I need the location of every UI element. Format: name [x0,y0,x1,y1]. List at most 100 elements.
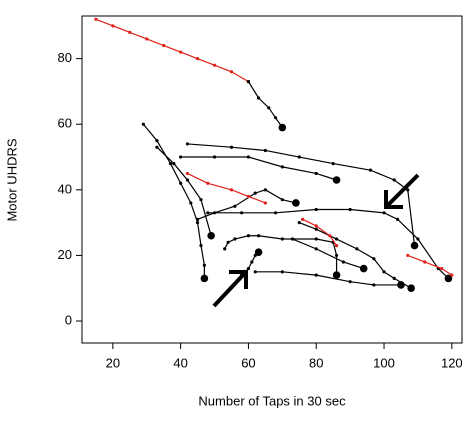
point [111,24,115,28]
trajectory-line [407,254,453,276]
point [341,260,345,264]
point [155,139,159,143]
point [172,161,176,166]
point [246,194,251,198]
trajectory-line [95,18,249,83]
point [314,247,318,251]
point [240,211,244,215]
y-tick-label: 0 [65,312,72,327]
point [278,123,287,132]
y-tick-label: 80 [58,50,72,65]
point [179,50,183,54]
point [185,171,190,176]
point [372,283,376,287]
point [314,237,318,241]
point [207,231,215,240]
point [263,188,267,192]
point [195,221,200,225]
point [359,264,368,273]
point [416,237,420,241]
trajectory-line [207,208,449,279]
point [240,273,244,277]
point [94,17,98,21]
point [145,37,149,41]
trajectory-line [299,222,412,289]
point [233,237,237,241]
point [179,155,183,159]
trajectory-line [247,81,283,128]
arrow [212,270,248,308]
point [314,207,318,212]
point [334,243,339,248]
x-axis-label: Number of Taps in 30 sec [198,393,346,408]
trajectory-line [302,218,338,246]
point [444,274,453,283]
point [280,165,284,169]
point [392,276,396,280]
point [254,248,263,256]
point [355,247,359,251]
point [314,224,318,228]
point [382,211,386,215]
point [212,63,217,67]
point [185,142,190,146]
y-axis-label: Motor UHDRS [4,138,19,221]
point [246,155,251,159]
point [246,79,251,84]
point [250,260,254,264]
y-tick-label: 40 [58,181,72,196]
point [314,227,318,231]
trajectory-line [187,172,266,204]
x-tick-label: 80 [309,355,323,370]
point [280,198,284,202]
point [233,204,237,208]
y-tick-label: 60 [58,116,72,131]
point [199,243,203,248]
point [212,211,217,215]
point [348,207,352,212]
point [128,30,132,34]
point [200,274,209,283]
point [334,237,339,241]
y-tick-label: 20 [58,247,72,262]
point [141,122,145,126]
arrow [384,173,420,209]
point [168,161,173,166]
point [368,168,373,172]
point [229,145,234,149]
point [395,217,400,221]
point [273,211,278,215]
point [229,188,234,192]
point [407,284,415,293]
point [280,270,284,274]
point [223,247,227,251]
point [334,253,339,258]
point [406,188,410,192]
point [257,96,261,100]
x-tick-label: 100 [373,355,395,370]
point [348,280,352,284]
point [314,273,318,277]
point [328,234,332,238]
point [162,43,166,48]
point [263,148,267,153]
point [206,211,210,215]
trajectory-line [292,238,364,270]
point [155,145,159,149]
point [206,181,210,185]
point [253,191,257,195]
point [382,270,386,274]
point [195,217,200,221]
point [301,217,305,221]
point [246,266,251,271]
point [406,253,410,258]
trajectory-line [197,189,297,220]
point [273,116,278,120]
point [226,240,230,244]
point [297,221,301,225]
point [331,161,335,166]
point [332,176,341,184]
point [257,234,261,238]
point [195,57,200,61]
point [292,199,300,207]
